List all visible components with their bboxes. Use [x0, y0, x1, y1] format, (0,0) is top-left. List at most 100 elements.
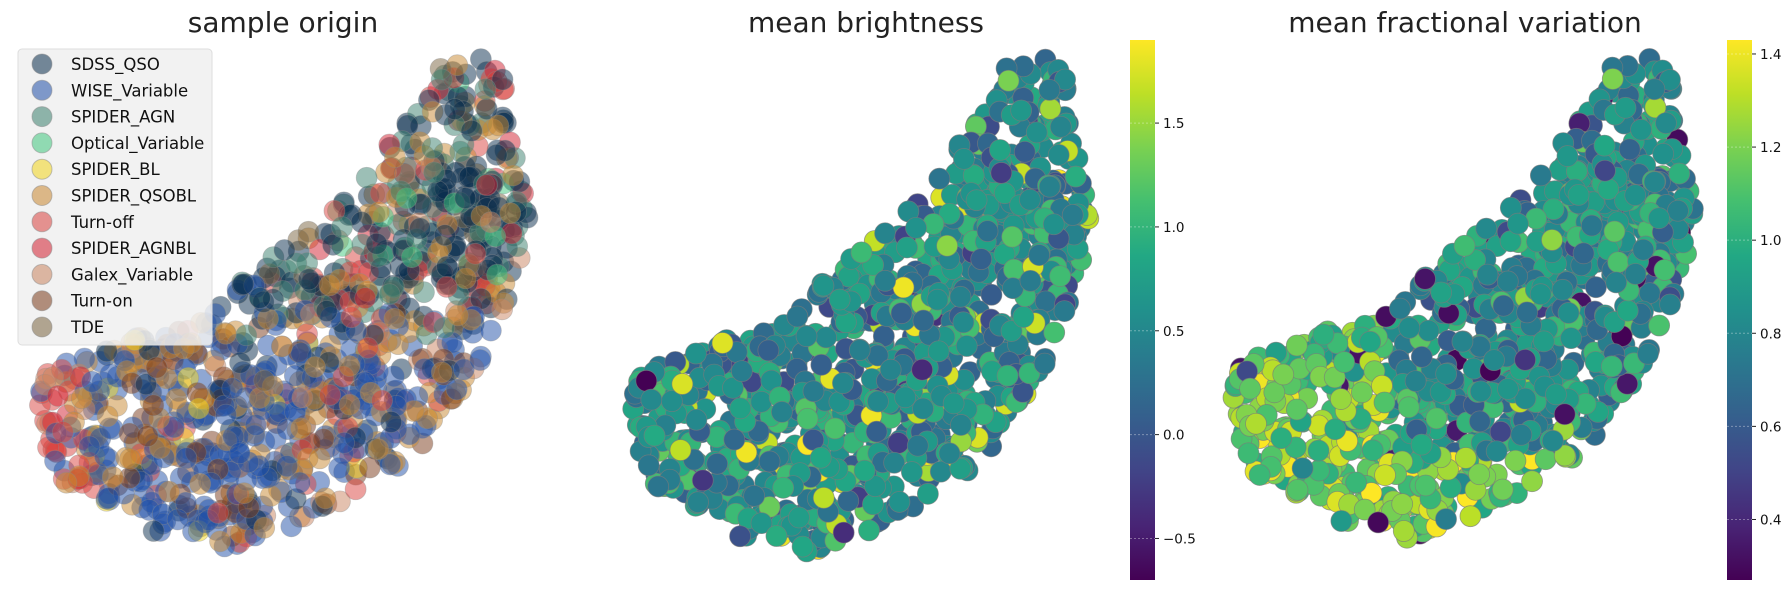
scatter-point-brightness: [892, 276, 915, 299]
scatter-point-brightness: [1012, 306, 1035, 328]
scatter-point-brightness: [706, 452, 729, 475]
scatter-point-fractional-variation: [1580, 214, 1603, 237]
scatter-point-brightness: [1000, 320, 1023, 342]
scatter-point-spider-qsobl: [367, 201, 390, 223]
legend-label: SPIDER_QSOBL: [71, 187, 197, 207]
scatter-point-brightness: [949, 457, 972, 480]
scatter-point-fractional-variation: [1397, 396, 1420, 419]
scatter-point-fractional-variation: [1643, 171, 1666, 193]
scatter-point-fractional-variation: [1430, 281, 1453, 304]
scatter-point-brightness: [874, 269, 897, 292]
scatter-point-fractional-variation: [1643, 78, 1666, 101]
scatter-point-wise-variable: [78, 435, 101, 458]
scatter-point-fractional-variation: [1476, 263, 1499, 286]
scatter-point-brightness: [795, 325, 818, 348]
scatter-point-fractional-variation: [1521, 470, 1543, 493]
scatter-point-fractional-variation: [1414, 268, 1436, 290]
scatter-point-fractional-variation: [1534, 448, 1557, 471]
scatter-point-wise-variable: [333, 431, 355, 454]
scatter-point-brightness: [1028, 244, 1051, 266]
scatter-point-brightness: [669, 439, 692, 461]
scatter-point-spider-qsobl: [446, 304, 469, 327]
scatter-point-wise-variable: [175, 447, 198, 470]
scatter-point-brightness: [942, 392, 965, 415]
scatter-point-fractional-variation: [1545, 383, 1567, 406]
scatter-point-brightness: [1042, 213, 1065, 236]
scatter-point-fractional-variation: [1614, 96, 1637, 119]
scatter-point-brightness: [1019, 188, 1041, 211]
scatter-point-fractional-variation: [1459, 505, 1482, 528]
colorbar-tick-label: 0.8: [1760, 326, 1781, 342]
scatter-point-brightness: [916, 482, 939, 505]
scatter-point-brightness: [771, 401, 793, 423]
scatter-point-brightness: [858, 519, 880, 542]
scatter-point-sdss-qso: [232, 273, 255, 296]
legend-label: SPIDER_BL: [71, 160, 160, 180]
scatter-point-brightness: [965, 189, 988, 212]
scatter-point-brightness: [757, 339, 780, 362]
scatter-point-brightness: [990, 162, 1013, 184]
scatter-point-turn-on: [136, 425, 159, 448]
scatter-point-fractional-variation: [1593, 134, 1616, 157]
colorbar-gradient: [1130, 40, 1155, 580]
scatter-point-brightness: [1033, 352, 1056, 375]
scatter-point-fractional-variation: [1618, 138, 1641, 161]
scatter-point-fractional-variation: [1652, 142, 1675, 165]
scatter-point-spider-qsobl: [158, 480, 180, 503]
scatter-point-brightness: [888, 491, 911, 513]
colorbar-tick-label: 1.0: [1163, 220, 1184, 236]
scatter-point-fractional-variation: [1245, 412, 1267, 435]
legend-marker: [31, 185, 53, 206]
legend-marker: [31, 237, 53, 259]
scatter-point-wise-variable: [81, 370, 103, 393]
scatter-point-brightness: [687, 491, 709, 514]
scatter-point-fractional-variation: [1492, 294, 1515, 317]
scatter-point-galex-variable: [291, 386, 314, 409]
scatter-point-spider-qsobl: [367, 438, 390, 461]
scatter-point-brightness: [864, 475, 886, 498]
scatter-point-sdss-qso: [365, 232, 388, 255]
scatter-point-brightness: [750, 390, 773, 413]
scatter-point-brightness: [791, 535, 814, 558]
scatter-point-sdss-qso: [485, 143, 508, 166]
legend: SDSS_QSO WISE_Variable SPIDER_AGN Optical_V…: [17, 48, 213, 346]
scatter-point-turn-on: [312, 428, 335, 451]
scatter-point-fractional-variation: [1624, 184, 1647, 207]
scatter-point-brightness: [1001, 225, 1024, 248]
scatter-point-turn-off: [371, 389, 393, 412]
scatter-point-fractional-variation: [1435, 508, 1457, 530]
scatter-point-brightness: [1047, 144, 1070, 166]
scatter-point-fractional-variation: [1525, 207, 1547, 230]
scatter-point-fractional-variation: [1351, 381, 1373, 404]
scatter-point-fractional-variation: [1307, 439, 1330, 462]
scatter-point-fractional-variation: [1291, 457, 1314, 480]
scatter-point-brightness: [890, 302, 913, 325]
scatter-point-fractional-variation: [1648, 314, 1671, 337]
scatter-point-fractional-variation: [1345, 471, 1367, 494]
scatter-point-fractional-variation: [1435, 362, 1458, 385]
scatter-point-brightness: [952, 311, 975, 334]
scatter-point-brightness: [1053, 300, 1076, 322]
scatter-point-spider-qsobl: [454, 267, 477, 290]
scatter-point-turn-off: [344, 478, 367, 501]
scatter-point-turn-on: [145, 356, 168, 379]
scatter-point-spider-qsobl: [119, 447, 141, 470]
scatter-point-brightness: [894, 386, 917, 409]
scatter-point-fractional-variation: [1553, 444, 1576, 467]
scatter-point-wise-variable: [379, 453, 401, 476]
scatter-point-spider-agn: [331, 216, 353, 239]
scatter-point-fractional-variation: [1417, 319, 1440, 342]
scatter-point-wise-variable: [276, 455, 298, 478]
scatter-point-fractional-variation: [1567, 184, 1590, 206]
colorbar-tick-label: 1.4: [1760, 47, 1781, 63]
scatter-point-fractional-variation: [1398, 317, 1421, 339]
legend-label: Turn-on: [70, 292, 133, 311]
scatter-point-spider-qsobl: [233, 482, 256, 505]
scatter-point-brightness: [949, 285, 972, 308]
scatter-point-spider-qsobl: [308, 447, 331, 470]
scatter-point-brightness: [730, 360, 753, 383]
scatter-point-turn-off: [340, 306, 363, 329]
scatter-point-brightness: [685, 408, 708, 431]
legend-label: Optical_Variable: [71, 134, 204, 154]
